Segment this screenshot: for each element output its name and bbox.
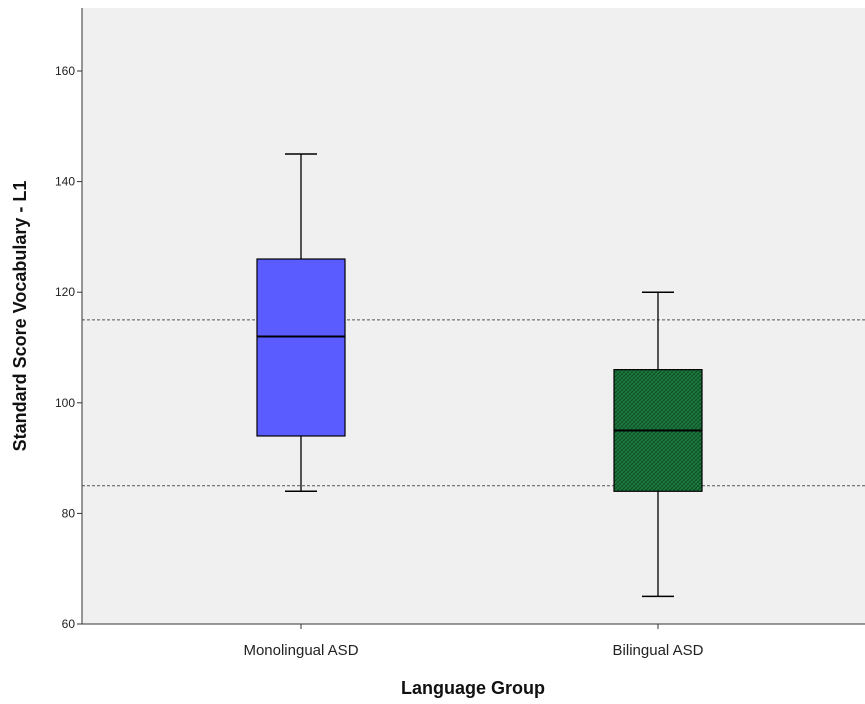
y-axis-title: Standard Score Vocabulary - L1 [10, 181, 30, 452]
plot-area [82, 8, 865, 624]
x-category-label: Bilingual ASD [613, 642, 704, 659]
boxes-layer [256, 153, 703, 598]
y-tick-label: 60 [62, 617, 76, 631]
y-axis-ticks: 60 80 100 120 140 160 [55, 64, 82, 631]
x-axis-labels: Monolingual ASD Bilingual ASD [243, 624, 704, 659]
y-tick-label: 140 [55, 175, 75, 189]
x-axis-title: Language Group [401, 678, 545, 698]
y-tick-label: 80 [62, 506, 76, 520]
x-category-label: Monolingual ASD [243, 642, 358, 659]
y-tick-label: 100 [55, 396, 75, 410]
reference-lines [82, 319, 865, 487]
y-tick-label: 120 [55, 285, 75, 299]
y-tick-label: 160 [55, 64, 75, 78]
box-group [256, 153, 346, 493]
iqr-box [256, 258, 346, 437]
box-group [613, 291, 703, 598]
